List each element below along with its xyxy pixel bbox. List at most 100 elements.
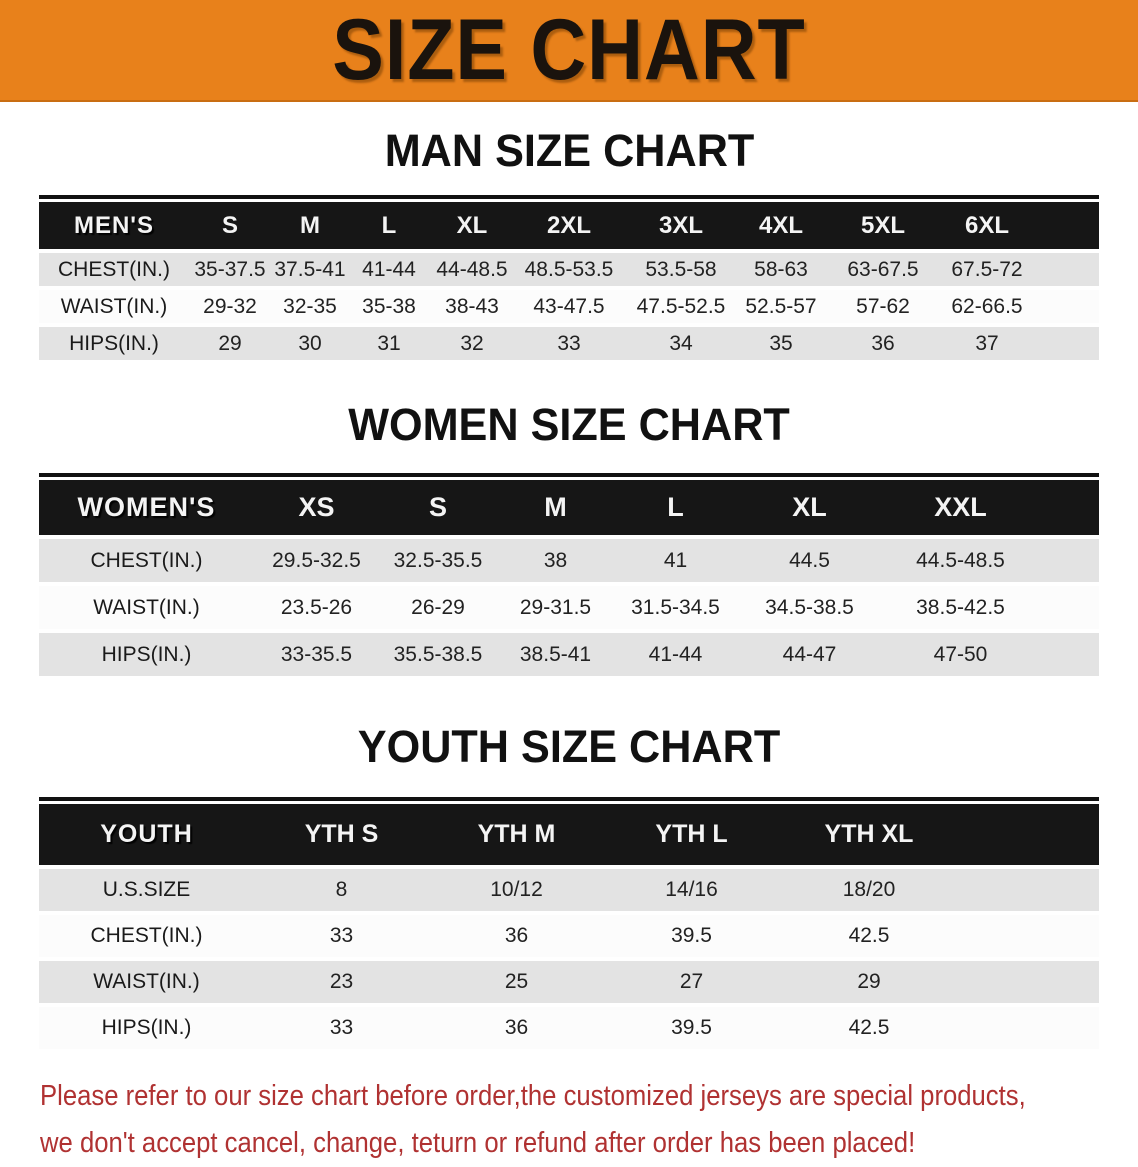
size-value-cell: 47-50 <box>933 642 988 666</box>
men-size-col-l: L <box>381 211 397 239</box>
size-value-cell: 36 <box>871 331 895 355</box>
women-group-label: WOMEN'S <box>77 492 216 522</box>
men-section: MAN SIZE CHART MEN'S S M L XL 2XL 3XL <box>0 102 1138 364</box>
filler-cell <box>959 961 1099 1003</box>
size-value-cell: 32 <box>460 331 484 355</box>
size-value-cell: 34 <box>669 331 693 355</box>
filler-cell <box>1039 539 1099 582</box>
youth-size-table: YOUTH YTH S YTH M YTH L YTH XL U.S.SIZE … <box>39 800 1099 1053</box>
men-size-col-m: M <box>300 211 320 239</box>
banner-title: SIZE CHART <box>332 2 806 98</box>
size-value-cell: 14/16 <box>665 878 718 901</box>
men-waist-row: WAIST(IN.) 29-32 32-35 35-38 38-43 43-47… <box>39 290 1099 323</box>
filler-cell <box>959 1007 1099 1049</box>
size-value-cell: 63-67.5 <box>847 257 919 281</box>
filler-cell <box>1039 586 1099 629</box>
youth-size-col-s: YTH S <box>304 820 379 848</box>
size-value-cell: 35.5-38.5 <box>393 642 483 666</box>
men-hips-row: HIPS(IN.) 29 30 31 32 33 34 35 36 37 <box>39 327 1099 360</box>
women-table-wrap: WOMEN'S XS S M L XL XXL CHEST(IN.) 29.5-… <box>39 473 1099 680</box>
men-section-title: MAN SIZE CHART <box>384 125 754 176</box>
row-label: HIPS(IN.) <box>101 642 192 666</box>
filler-cell <box>1039 480 1099 535</box>
size-value-cell: 33 <box>329 1016 354 1039</box>
size-value-cell: 29 <box>857 970 881 993</box>
size-value-cell: 23.5-26 <box>280 595 353 619</box>
size-value-cell: 25 <box>504 970 529 993</box>
youth-section-title: YOUTH SIZE CHART <box>357 721 781 772</box>
size-value-cell: 44-47 <box>782 642 837 666</box>
women-hips-row: HIPS(IN.) 33-35.5 35.5-38.5 38.5-41 41-4… <box>39 633 1099 676</box>
size-value-cell: 38 <box>543 548 568 572</box>
size-value-cell: 37.5-41 <box>274 257 346 281</box>
youth-chest-row: CHEST(IN.) 33 36 39.5 42.5 <box>39 915 1099 957</box>
men-table-wrap: MEN'S S M L XL 2XL 3XL 4XL 5XL 6XL <box>39 195 1099 364</box>
women-size-col-m: M <box>544 492 567 522</box>
youth-table-wrap: YOUTH YTH S YTH M YTH L YTH XL U.S.SIZE … <box>39 797 1099 1053</box>
youth-table-topline <box>39 797 1099 801</box>
row-label: WAIST(IN.) <box>60 294 168 318</box>
disclaimer: Please refer to our size chart before or… <box>40 1073 1138 1167</box>
size-value-cell: 43-47.5 <box>533 294 605 318</box>
women-section-title: WOMEN SIZE CHART <box>348 399 790 450</box>
men-size-col-5xl: 5XL <box>860 211 905 239</box>
row-label: CHEST(IN.) <box>90 548 203 572</box>
men-size-col-2xl: 2XL <box>546 211 591 239</box>
women-size-col-s: S <box>428 492 447 522</box>
filler-cell <box>959 915 1099 957</box>
row-label: HIPS(IN.) <box>101 1016 192 1039</box>
youth-size-col-l: YTH L <box>655 820 728 848</box>
size-value-cell: 23 <box>329 970 354 993</box>
size-value-cell: 53.5-58 <box>645 257 717 281</box>
size-value-cell: 33-35.5 <box>280 642 353 666</box>
size-value-cell: 44.5-48.5 <box>916 548 1005 572</box>
size-value-cell: 29.5-32.5 <box>272 548 361 572</box>
size-value-cell: 42.5 <box>848 924 890 947</box>
size-value-cell: 29 <box>218 331 242 355</box>
size-value-cell: 32-35 <box>283 294 337 318</box>
row-label: CHEST(IN.) <box>58 257 170 281</box>
size-value-cell: 36 <box>504 924 529 947</box>
size-value-cell: 29-31.5 <box>519 595 592 619</box>
size-value-cell: 31 <box>377 331 401 355</box>
size-value-cell: 31.5-34.5 <box>631 595 720 619</box>
size-value-cell: 47.5-52.5 <box>636 294 726 318</box>
size-value-cell: 27 <box>679 970 704 993</box>
youth-size-col-xl: YTH XL <box>824 820 914 848</box>
men-size-col-3xl: 3XL <box>658 211 703 239</box>
disclaimer-line-1: Please refer to our size chart before or… <box>40 1080 1026 1112</box>
size-value-cell: 52.5-57 <box>745 294 817 318</box>
women-size-col-l: L <box>667 492 684 522</box>
size-value-cell: 38.5-42.5 <box>916 595 1005 619</box>
women-size-col-xs: XS <box>298 492 335 522</box>
men-chest-row: CHEST(IN.) 35-37.5 37.5-41 41-44 44-48.5… <box>39 253 1099 286</box>
row-label: HIPS(IN.) <box>69 331 159 355</box>
size-value-cell: 44-48.5 <box>436 257 508 281</box>
youth-ussize-row: U.S.SIZE 8 10/12 14/16 18/20 <box>39 869 1099 911</box>
women-waist-row: WAIST(IN.) 23.5-26 26-29 29-31.5 31.5-34… <box>39 586 1099 629</box>
size-value-cell: 36 <box>504 1016 529 1039</box>
size-value-cell: 38.5-41 <box>519 642 592 666</box>
row-label: CHEST(IN.) <box>90 924 203 947</box>
row-label: WAIST(IN.) <box>93 595 200 619</box>
men-size-col-6xl: 6XL <box>964 211 1009 239</box>
men-size-table: MEN'S S M L XL 2XL 3XL 4XL 5XL 6XL <box>39 198 1099 364</box>
size-value-cell: 18/20 <box>842 878 896 901</box>
size-value-cell: 8 <box>335 878 348 901</box>
men-table-topline <box>39 195 1099 199</box>
size-value-cell: 41-44 <box>648 642 703 666</box>
size-chart-content: MAN SIZE CHART MEN'S S M L XL 2XL 3XL <box>0 102 1138 1167</box>
disclaimer-line-2: we don't accept cancel, change, teturn o… <box>40 1127 916 1159</box>
size-value-cell: 62-66.5 <box>951 294 1023 318</box>
filler-cell <box>1031 253 1099 286</box>
size-chart-banner: SIZE CHART <box>0 0 1138 102</box>
men-size-col-xl: XL <box>456 211 488 239</box>
youth-hips-row: HIPS(IN.) 33 36 39.5 42.5 <box>39 1007 1099 1049</box>
size-value-cell: 32.5-35.5 <box>393 548 483 572</box>
filler-cell <box>959 869 1099 911</box>
size-value-cell: 39.5 <box>671 924 712 947</box>
size-value-cell: 35-38 <box>362 294 416 318</box>
women-chest-row: CHEST(IN.) 29.5-32.5 32.5-35.5 38 41 44.… <box>39 539 1099 582</box>
row-label: WAIST(IN.) <box>93 970 200 993</box>
women-section: WOMEN SIZE CHART WOMEN'S XS S M L XL XXL <box>0 364 1138 680</box>
